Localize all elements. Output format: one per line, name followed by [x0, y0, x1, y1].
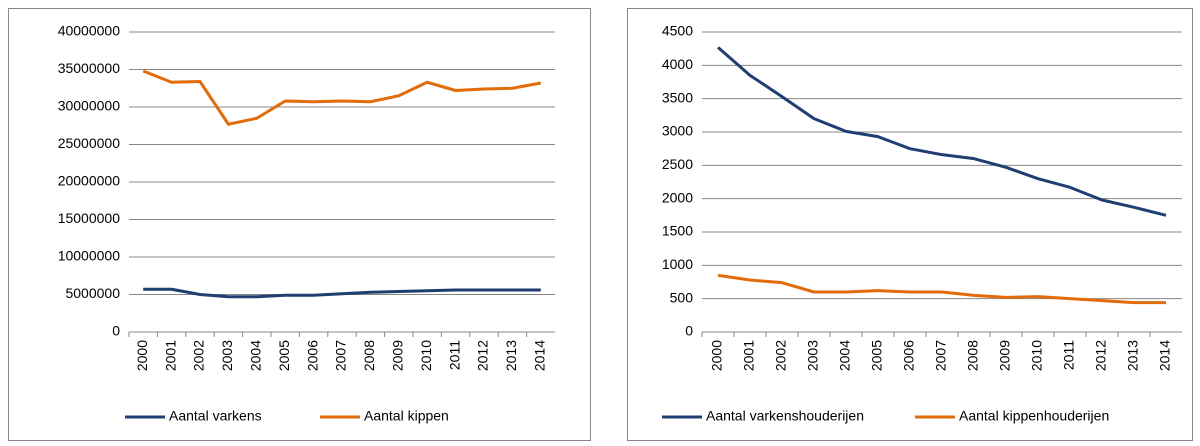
- line-series: [717, 273, 1166, 305]
- chart-frame: [8, 8, 591, 441]
- y-tick-label: 1000: [662, 256, 693, 272]
- x-tick-label: 2012: [1093, 340, 1109, 371]
- legend-label: Aantal varkenshouderijen: [706, 408, 864, 424]
- x-tick-label: 2001: [741, 340, 757, 371]
- x-tick-label: 2004: [837, 340, 853, 371]
- y-tick-label: 2000: [662, 189, 693, 205]
- line-series: [142, 69, 542, 126]
- x-tick-label: 2010: [1029, 340, 1045, 371]
- x-tick-label: 2004: [248, 340, 264, 371]
- x-tick-label: 2005: [869, 340, 885, 371]
- y-tick-label: 35000000: [58, 60, 121, 76]
- x-tick-label: 2012: [475, 340, 491, 371]
- x-tick-label: 2005: [276, 340, 292, 371]
- x-tick-label: 2002: [773, 340, 789, 371]
- x-tick-label: 2002: [191, 340, 207, 371]
- x-tick-label: 2006: [304, 340, 320, 371]
- x-tick-label: 2006: [901, 340, 917, 371]
- x-tick-label: 2000: [134, 340, 150, 371]
- line-series: [143, 287, 541, 299]
- x-tick-label: 2007: [933, 340, 949, 371]
- x-tick-label: 2010: [418, 340, 434, 371]
- x-tick-label: 2007: [333, 340, 349, 371]
- y-tick-label: 1500: [662, 223, 693, 239]
- x-tick-label: 2011: [446, 340, 462, 370]
- y-tick-label: 2500: [662, 156, 693, 172]
- line-series: [717, 46, 1167, 217]
- y-tick-label: 4000: [662, 56, 693, 72]
- y-tick-label: 10000000: [58, 248, 121, 264]
- y-tick-label: 40000000: [58, 23, 121, 39]
- y-tick-label: 500: [670, 289, 694, 305]
- legend-label: Aantal varkens: [169, 408, 262, 424]
- x-tick-label: 2014: [1157, 340, 1173, 371]
- x-tick-label: 2013: [503, 340, 519, 371]
- y-tick-label: 0: [685, 323, 693, 339]
- x-tick-label: 2003: [805, 340, 821, 371]
- y-tick-label: 25000000: [58, 135, 121, 151]
- x-tick-label: 2000: [709, 340, 725, 371]
- x-tick-label: 2008: [965, 340, 981, 371]
- x-tick-label: 2013: [1125, 340, 1141, 371]
- x-tick-label: 2011: [1061, 340, 1077, 370]
- y-tick-label: 0: [112, 323, 120, 339]
- x-tick-label: 2009: [390, 340, 406, 371]
- x-tick-label: 2003: [219, 340, 235, 371]
- x-tick-label: 2008: [361, 340, 377, 371]
- y-tick-label: 3500: [662, 89, 693, 105]
- y-tick-label: 3000: [662, 123, 693, 139]
- y-tick-label: 15000000: [58, 210, 121, 226]
- y-tick-label: 20000000: [58, 173, 121, 189]
- y-tick-label: 5000000: [65, 285, 120, 301]
- x-tick-label: 2014: [532, 340, 548, 371]
- legend-label: Aantal kippen: [364, 408, 449, 424]
- x-tick-label: 2009: [997, 340, 1013, 371]
- x-tick-label: 2001: [162, 340, 178, 371]
- legend-label: Aantal kippenhouderijen: [959, 408, 1109, 424]
- chart-frame: [627, 8, 1193, 441]
- y-tick-label: 4500: [662, 23, 693, 39]
- y-tick-label: 30000000: [58, 98, 121, 114]
